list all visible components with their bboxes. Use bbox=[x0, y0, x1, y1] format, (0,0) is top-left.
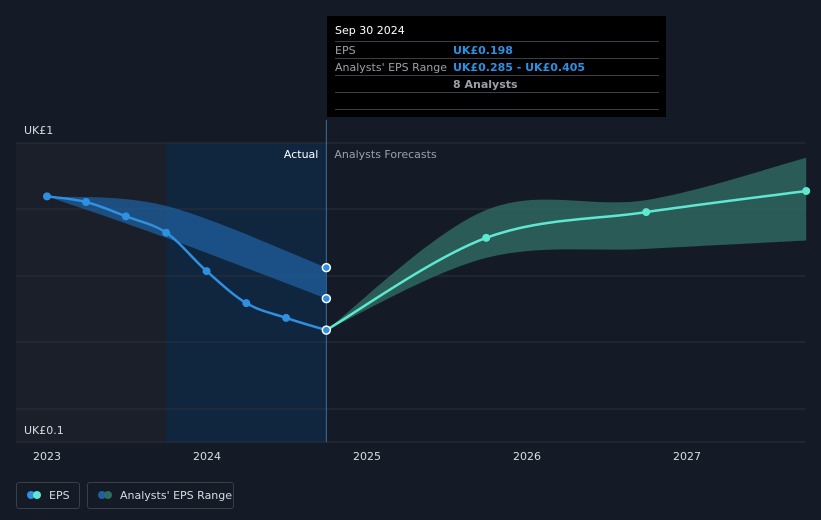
tooltip-spacer-row bbox=[335, 92, 659, 110]
actual-period-shade bbox=[166, 143, 327, 442]
eps-actual-point bbox=[282, 313, 291, 322]
legend-eps-label: EPS bbox=[49, 489, 70, 502]
eps-tooltip: Sep 30 2024 EPS UK£0.198 Analysts' EPS R… bbox=[327, 16, 666, 117]
tooltip-range-label: Analysts' EPS Range bbox=[335, 61, 448, 74]
range-marker-point bbox=[321, 293, 332, 304]
eps-actual-point bbox=[242, 299, 251, 308]
past-shade bbox=[16, 143, 167, 442]
tooltip-analysts-row: 8 Analysts bbox=[335, 75, 659, 93]
tooltip-eps-row: EPS UK£0.198 bbox=[335, 41, 659, 59]
legend-range-label: Analysts' EPS Range bbox=[120, 489, 233, 502]
tooltip-range-row: Analysts' EPS Range UK£0.285 - UK£0.405 bbox=[335, 58, 659, 76]
forecast-section-label: Analysts Forecasts bbox=[334, 148, 437, 161]
eps-forecast-line bbox=[325, 189, 807, 332]
x-tick-label: 2023 bbox=[33, 450, 61, 463]
eps-legend-icon bbox=[27, 491, 41, 499]
tooltip-date: Sep 30 2024 bbox=[335, 24, 405, 37]
tooltip-range-value: UK£0.285 - UK£0.405 bbox=[453, 61, 586, 74]
forecast-range-band bbox=[326, 157, 807, 331]
x-tick-label: 2026 bbox=[513, 450, 541, 463]
x-tick-label: 2025 bbox=[353, 450, 381, 463]
eps-actual-point bbox=[202, 267, 211, 276]
range-marker-point bbox=[321, 262, 332, 273]
eps-actual-point bbox=[82, 198, 91, 207]
eps-forecast-point bbox=[482, 233, 491, 242]
tooltip-eps-value: UK£0.198 bbox=[453, 44, 513, 57]
x-tick-label: 2024 bbox=[193, 450, 221, 463]
legend-eps-button[interactable]: EPS bbox=[16, 482, 80, 509]
y-axis-bottom-label: UK£0.1 bbox=[24, 424, 64, 437]
actual-section-label: Actual bbox=[284, 148, 318, 161]
eps-actual-point bbox=[121, 212, 130, 221]
x-tick-label: 2027 bbox=[673, 450, 701, 463]
y-axis-top-label: UK£1 bbox=[24, 124, 53, 137]
eps-marker-point bbox=[321, 325, 332, 335]
eps-forecast-point bbox=[642, 208, 651, 217]
legend-range-button[interactable]: Analysts' EPS Range bbox=[87, 482, 234, 509]
eps-forecast-point bbox=[802, 187, 811, 196]
actual-range-band bbox=[47, 196, 327, 299]
tooltip-analysts-count: 8 Analysts bbox=[453, 78, 518, 91]
eps-actual-point bbox=[162, 228, 171, 237]
range-legend-icon bbox=[98, 491, 112, 499]
tooltip-eps-label: EPS bbox=[335, 44, 356, 57]
eps-actual-point bbox=[43, 192, 51, 201]
